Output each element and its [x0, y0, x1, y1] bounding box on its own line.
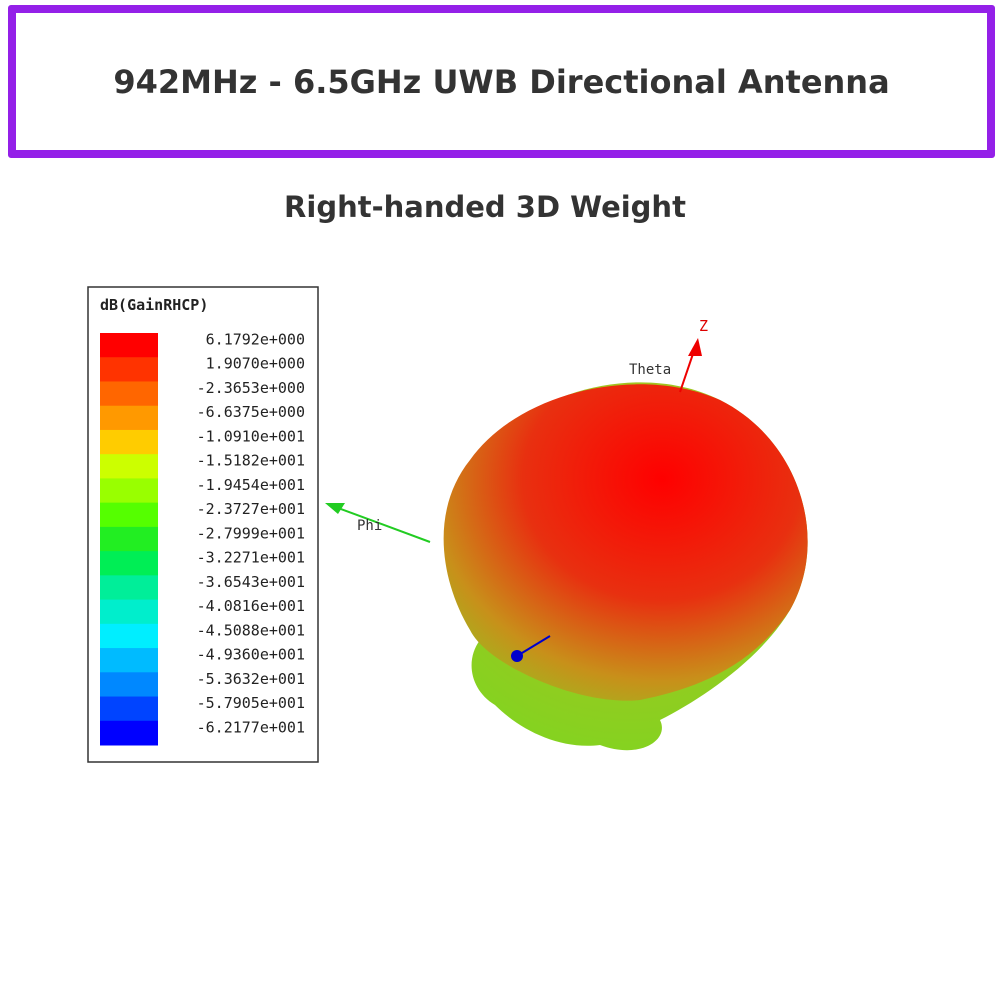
legend-swatch: [100, 672, 158, 698]
legend-label: -4.0816e+001: [197, 597, 305, 615]
legend-label: -2.3653e+000: [197, 379, 305, 397]
legend-title: dB(GainRHCP): [100, 296, 208, 314]
legend-swatch: [100, 599, 158, 625]
legend-swatch: [100, 454, 158, 479]
phi-label: Phi: [357, 518, 382, 534]
legend-swatch: [100, 526, 158, 552]
legend-label: -3.6543e+001: [197, 573, 305, 591]
legend-swatch: [100, 478, 158, 504]
legend-label: -5.7905e+001: [197, 694, 305, 712]
legend-swatch: [100, 648, 158, 673]
legend-swatch: [100, 551, 158, 576]
title: 942MHz - 6.5GHz UWB Directional Antenna: [113, 62, 890, 101]
legend-label: 6.1792e+000: [206, 331, 305, 349]
legend-label: -4.5088e+001: [197, 621, 305, 639]
theta-label: Theta: [629, 362, 671, 378]
legend-swatch: [100, 381, 158, 407]
legend-label: -2.7999e+001: [197, 524, 305, 542]
legend-swatch: [100, 696, 158, 722]
legend-label: -3.2271e+001: [197, 549, 305, 567]
legend-label: -1.0910e+001: [197, 427, 305, 445]
banner: 942MHz - 6.5GHz UWB Directional Antenna: [8, 5, 995, 158]
legend-swatch: [100, 502, 158, 528]
legend-swatch: [100, 333, 158, 358]
legend-label: -4.9360e+001: [197, 646, 305, 664]
subtitle: Right-handed 3D Weight: [284, 190, 686, 224]
legend-label: -6.2177e+001: [197, 718, 305, 736]
z-axis-label: Z: [699, 317, 708, 335]
legend-label: 1.9070e+000: [206, 355, 305, 373]
legend-swatch: [100, 357, 158, 382]
legend-swatch: [100, 623, 158, 649]
legend: 6.1792e+000 1.9070e+000 -2.3653e+000 -6.637…: [100, 331, 305, 746]
legend-label: -1.5182e+001: [197, 452, 305, 470]
legend-label: -5.3632e+001: [197, 670, 305, 688]
radiation-pattern: [325, 338, 808, 751]
legend-swatch: [100, 429, 158, 455]
legend-label: -1.9454e+001: [197, 476, 305, 494]
legend-swatch: [100, 720, 158, 746]
legend-swatch: [100, 575, 158, 601]
legend-label: -2.3727e+001: [197, 500, 305, 518]
legend-label: -6.6375e+000: [197, 403, 305, 421]
legend-swatch: [100, 405, 158, 431]
